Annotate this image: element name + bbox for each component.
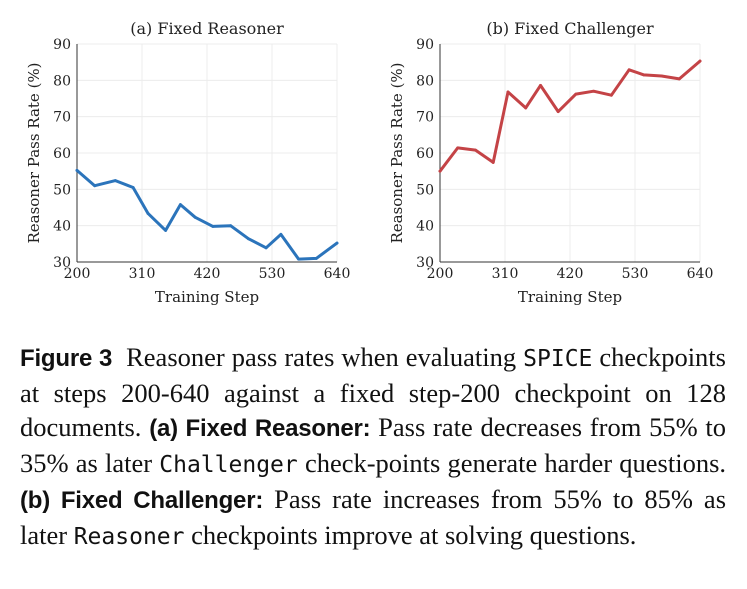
data-point [506, 90, 510, 94]
data-point [438, 169, 442, 173]
chart-title: (b) Fixed Challenger [486, 19, 654, 38]
y-tick-label: 90 [416, 37, 434, 53]
y-tick-label: 90 [53, 37, 71, 53]
y-tick-label: 70 [416, 110, 434, 126]
data-point [592, 89, 596, 93]
y-axis-label: Reasoner Pass Rate (%) [388, 62, 406, 243]
data-point [297, 257, 300, 261]
caption-b-text: Pass rate increases from 55% to 85% as l… [20, 484, 727, 550]
data-point [114, 179, 117, 183]
y-tick-label: 80 [53, 73, 71, 89]
x-tick-label: 310 [129, 266, 156, 282]
data-point [229, 224, 233, 228]
data-point [609, 93, 613, 97]
chart-title: (a) Fixed Reasoner [130, 19, 284, 38]
data-point [131, 186, 135, 189]
y-axis-label: Reasoner Pass Rate (%) [25, 62, 43, 243]
caption-b-text-2: checkpoints improve at solving questions… [191, 520, 637, 550]
y-tick-label: 40 [416, 219, 434, 235]
data-point [627, 68, 631, 72]
figure-label: Figure 3 [20, 345, 113, 372]
data-point [677, 77, 681, 81]
panel-fixed-reasoner: 30 40 50 60 70 80 90 200 310 420 530 640 (a) Fixed R… [25, 19, 350, 306]
data-point [75, 169, 79, 172]
series-line [75, 168, 339, 261]
x-tick-label: 530 [259, 266, 286, 282]
data-point [314, 256, 318, 260]
series-line [438, 59, 702, 173]
x-tick-label: 420 [557, 266, 584, 282]
data-point [179, 203, 182, 206]
x-tick-label: 640 [687, 266, 714, 282]
y-tick-label: 70 [53, 110, 71, 126]
caption-intro: Reasoner pass rates when evaluating [126, 342, 517, 372]
x-axis-label: Training Step [518, 288, 622, 306]
y-tick-label: 50 [416, 182, 434, 198]
data-point [335, 241, 339, 245]
data-point [211, 224, 215, 228]
y-tick-label: 30 [416, 255, 434, 271]
x-axis-label: Training Step [155, 288, 259, 306]
data-point [246, 237, 250, 241]
y-tick-label: 60 [53, 146, 71, 162]
figure-caption: Figure 3 Reasoner pass rates when evalua… [20, 340, 726, 554]
data-point [556, 110, 560, 113]
data-point [93, 184, 97, 188]
caption-b-term: Reasoner [73, 524, 185, 550]
y-tick-label: 50 [53, 182, 71, 198]
data-point [264, 246, 268, 250]
x-tick-label: 640 [324, 266, 351, 282]
data-point [539, 84, 542, 87]
caption-a-text: Pass rate decreases from 55% to 35% as l… [20, 412, 727, 478]
y-tick-label: 30 [53, 255, 71, 271]
data-point [474, 148, 477, 152]
caption-intro-2: checkpoints at steps 200-640 against a f… [20, 342, 726, 442]
data-point [698, 59, 702, 63]
data-point [642, 73, 646, 77]
y-tick-label: 80 [416, 73, 434, 89]
caption-b-label: (b) Fixed Challenger: [20, 487, 264, 514]
x-tick-label: 310 [492, 266, 519, 282]
caption-a-term: Challenger [159, 452, 298, 478]
data-point [491, 161, 495, 164]
caption-spice-term: SPICE [523, 346, 593, 372]
y-tick-label: 40 [53, 219, 71, 235]
x-tick-label: 530 [622, 266, 649, 282]
x-tick-label: 420 [194, 266, 221, 282]
caption-a-label: (a) Fixed Reasoner: [149, 415, 371, 442]
panel-fixed-challenger: 30 40 50 60 70 80 90 200 310 420 530 640 (b) Fixed C… [388, 19, 713, 306]
data-point [193, 215, 197, 219]
charts-figure: 30 40 50 60 70 80 90 200 310 420 530 640 (a) Fixed R… [25, 19, 713, 306]
y-tick-label: 60 [416, 146, 434, 162]
data-point [660, 74, 663, 78]
x-tick-label: 200 [64, 266, 91, 282]
data-point [524, 106, 528, 110]
data-point [279, 232, 283, 236]
caption-a-text-2: check-points generate harder questions. [304, 448, 727, 478]
x-tick-label: 200 [427, 266, 454, 282]
data-point [574, 92, 578, 96]
data-point [146, 211, 150, 215]
data-point [456, 146, 460, 150]
data-point [164, 228, 168, 232]
